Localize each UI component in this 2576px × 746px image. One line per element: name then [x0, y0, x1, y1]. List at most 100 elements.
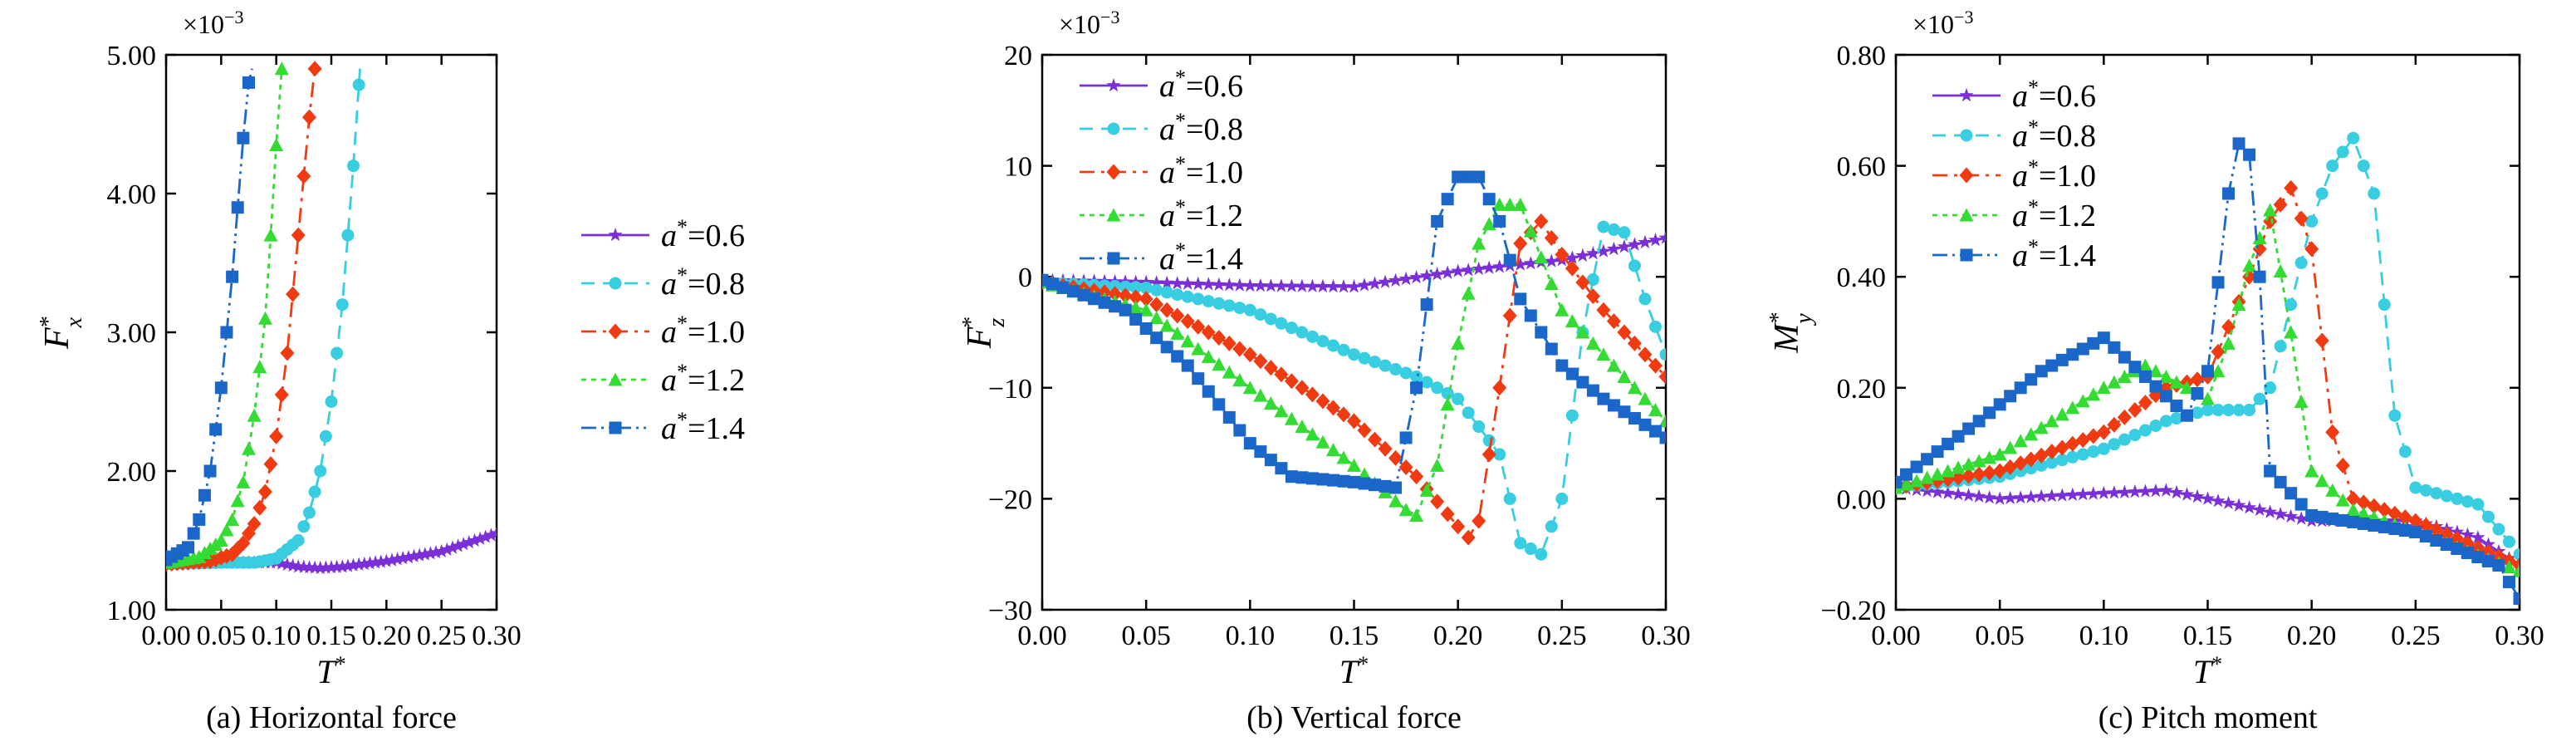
data-marker-a06 — [307, 560, 322, 574]
data-marker-a10 — [2294, 210, 2309, 227]
data-marker-a06 — [1191, 276, 1206, 291]
data-marker-a06 — [1305, 278, 1320, 292]
data-marker-a14 — [1503, 253, 1516, 267]
data-marker-a12 — [1222, 365, 1237, 379]
legend-marker — [1960, 248, 1973, 262]
chart-panel-pitch-moment: 0.00 0.05 0.10 0.15 0.20 0.25 0.30−0.200.000.2… — [1765, 7, 2544, 736]
data-marker-a14 — [2388, 522, 2402, 535]
data-marker-a06 — [390, 552, 405, 566]
data-marker-a08 — [2451, 492, 2464, 505]
data-marker-a06 — [1930, 484, 1945, 498]
data-marker-a08 — [2357, 160, 2370, 173]
data-marker-a12 — [1284, 411, 1299, 425]
data-marker-a12 — [1170, 326, 1185, 340]
y-tick-label: 0.60 — [1837, 152, 1887, 183]
data-marker-a14 — [1628, 412, 1641, 425]
data-marker-a10 — [1284, 373, 1299, 390]
data-marker-a06 — [478, 529, 493, 543]
data-marker-a06 — [2158, 483, 2173, 497]
y-tick-label: 0 — [1018, 263, 1032, 293]
data-marker-a08 — [2159, 415, 2172, 428]
data-marker-a08 — [1358, 351, 1371, 365]
data-marker-a10 — [1481, 446, 1496, 463]
data-marker-a12 — [1648, 403, 1663, 417]
data-marker-a14 — [2087, 336, 2100, 350]
data-marker-a08 — [291, 534, 305, 547]
data-marker-a14 — [1472, 170, 1486, 184]
legend-marker — [608, 372, 623, 386]
data-marker-a08 — [1202, 295, 1215, 308]
data-marker-a08 — [2471, 498, 2485, 511]
panel-caption: (c) Pitch moment — [2099, 700, 2318, 735]
data-marker-a14 — [1067, 285, 1080, 298]
data-marker-a08 — [1254, 308, 1267, 321]
series-area — [1896, 131, 2520, 606]
data-marker-a10 — [263, 456, 278, 473]
y-tick-label: 0.80 — [1837, 41, 1887, 71]
x-axis-label: T* — [1339, 652, 1369, 691]
data-marker-a10 — [1430, 493, 1445, 510]
series-area — [1042, 170, 1666, 561]
legend-label: a*=0.8 — [661, 263, 745, 302]
data-marker-a06 — [2231, 498, 2246, 512]
data-marker-a06 — [2179, 487, 2194, 501]
data-marker-a08 — [2025, 462, 2038, 475]
x-tick-label: 0.10 — [1226, 621, 1276, 651]
data-marker-a14 — [2097, 331, 2110, 345]
data-marker-a10 — [2138, 395, 2152, 411]
data-marker-a10 — [1575, 274, 1590, 291]
data-marker-a06 — [2107, 485, 2122, 499]
data-marker-a14 — [1212, 398, 1226, 411]
data-marker-a12 — [1658, 414, 1666, 428]
data-marker-a06 — [429, 545, 443, 559]
data-marker-a06 — [1627, 237, 1642, 251]
data-marker-a10 — [1315, 393, 1330, 410]
data-marker-a12 — [225, 512, 240, 526]
data-marker-a14 — [1648, 425, 1662, 438]
data-marker-a08 — [2138, 424, 2152, 437]
data-marker-a12 — [2231, 297, 2246, 312]
data-marker-a10 — [2211, 343, 2226, 360]
data-marker-a08 — [2502, 535, 2515, 548]
axis-multiplier: ×10−3 — [1912, 7, 1973, 40]
data-marker-a14 — [2294, 498, 2308, 511]
data-marker-a06 — [1461, 263, 1476, 277]
data-marker-a10 — [1325, 400, 1340, 416]
data-marker-a10 — [296, 168, 311, 184]
axis-multiplier: ×10−3 — [1059, 7, 1119, 40]
data-marker-a08 — [2347, 131, 2360, 145]
data-marker-a08 — [1514, 537, 1527, 550]
data-marker-a14 — [1399, 431, 1413, 444]
data-marker-a14 — [1972, 415, 1986, 428]
data-marker-a06 — [2128, 484, 2143, 498]
data-marker-a12 — [2356, 506, 2371, 520]
data-marker-a06 — [1513, 257, 1528, 271]
data-marker-a06 — [1346, 279, 1362, 293]
data-marker-a14 — [1275, 462, 1288, 475]
data-marker-a06 — [1472, 261, 1486, 276]
data-marker-a10 — [1565, 260, 1579, 277]
data-marker-a08 — [2398, 445, 2412, 459]
data-marker-a06 — [2284, 508, 2299, 523]
data-marker-a08 — [1285, 321, 1298, 335]
data-marker-a12 — [2501, 560, 2516, 574]
data-marker-a06 — [1982, 490, 1997, 504]
data-marker-a10 — [1461, 529, 1476, 546]
data-marker-a10 — [1357, 422, 1372, 439]
x-tick-label: 0.30 — [472, 621, 522, 651]
data-marker-a10 — [2273, 196, 2288, 213]
data-marker-a12 — [1419, 483, 1434, 497]
data-marker-a08 — [1379, 359, 1392, 372]
data-marker-a06 — [2054, 488, 2069, 502]
data-marker-a06 — [1992, 491, 2007, 505]
chart-panel-horizontal-force: 0.00 0.05 0.10 0.15 0.20 0.25 0.30 1.00 2.00 3.00… — [36, 7, 745, 736]
data-marker-a14 — [209, 423, 223, 436]
data-marker-a06 — [2013, 490, 2028, 504]
data-marker-a10 — [1242, 346, 1257, 363]
data-marker-a12 — [236, 474, 251, 488]
data-marker-a14 — [2305, 508, 2319, 522]
data-marker-a12 — [1347, 458, 1361, 472]
data-marker-a14 — [1295, 471, 1309, 484]
data-marker-a14 — [2138, 370, 2152, 383]
data-marker-a12 — [257, 311, 272, 325]
